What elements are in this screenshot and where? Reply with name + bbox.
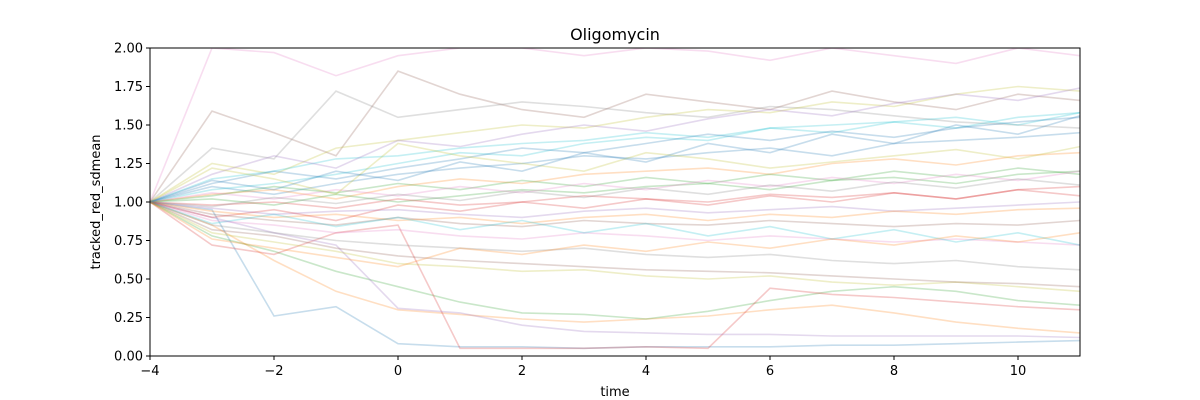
series-line-2: [150, 201, 1080, 334]
series-line-28: [150, 178, 1080, 208]
series-line-12: [150, 151, 1080, 203]
y-tick-label: 1.75: [114, 80, 143, 95]
y-tick-label: 1.25: [114, 157, 143, 172]
series-line-30: [150, 201, 1080, 246]
y-tick-label: 0.75: [114, 234, 143, 249]
series-line-3: [150, 201, 1080, 320]
x-tick-label: −4: [140, 364, 159, 379]
series-line-18: [150, 201, 1080, 271]
y-tick-label: 1.50: [114, 119, 143, 134]
series-line-19: [150, 201, 1080, 293]
series-line-15: [150, 201, 1080, 219]
series-line-16: [150, 201, 1080, 228]
series-line-24: [150, 188, 1080, 222]
series-line-9: [150, 85, 1080, 203]
y-tick-label: 0.00: [114, 350, 143, 365]
series-line-4: [150, 201, 1080, 350]
series-line-31: [150, 115, 1080, 203]
x-tick-label: 2: [518, 364, 526, 379]
x-tick-label: 10: [1010, 364, 1027, 379]
y-tick-label: 0.25: [114, 311, 143, 326]
y-tick-label: 2.00: [114, 42, 143, 57]
x-axis: −4 −2 0 2 4 6 8 10: [140, 356, 1026, 379]
x-tick-label: 0: [394, 364, 402, 379]
x-tick-label: 6: [766, 364, 774, 379]
series-layer: [150, 48, 1080, 350]
series-line-6: [150, 70, 1080, 203]
x-tick-label: 8: [890, 364, 898, 379]
series-line-27: [150, 170, 1080, 203]
series-line-10: [150, 111, 1080, 203]
y-tick-label: 0.50: [114, 273, 143, 288]
series-line-20: [150, 111, 1080, 203]
series-line-32: [150, 201, 1080, 268]
series-line-17: [150, 201, 1080, 246]
series-line-5: [150, 201, 1080, 339]
series-line-26: [150, 201, 1080, 288]
series-line-23: [150, 167, 1080, 203]
series-line-13: [150, 170, 1080, 206]
x-tick-label: −2: [264, 364, 283, 379]
x-axis-label: time: [600, 385, 629, 400]
y-axis-label: tracked_red_sdmean: [89, 134, 104, 269]
y-tick-label: 1.00: [114, 196, 143, 211]
series-line-21: [150, 116, 1080, 203]
series-line-14: [150, 185, 1080, 210]
x-tick-label: 4: [642, 364, 650, 379]
series-line-29: [150, 142, 1080, 203]
series-line-11: [150, 131, 1080, 203]
chart-title: Oligomycin: [570, 25, 660, 44]
series-line-1: [150, 201, 1080, 350]
y-axis: 0.00 0.25 0.50 0.75 1.00 1.25 1.50 1.75 2.00: [114, 42, 150, 365]
series-line-22: [150, 201, 1080, 225]
series-line-7: [150, 48, 1080, 203]
series-line-25: [150, 87, 1080, 203]
series-line-8: [150, 90, 1080, 203]
